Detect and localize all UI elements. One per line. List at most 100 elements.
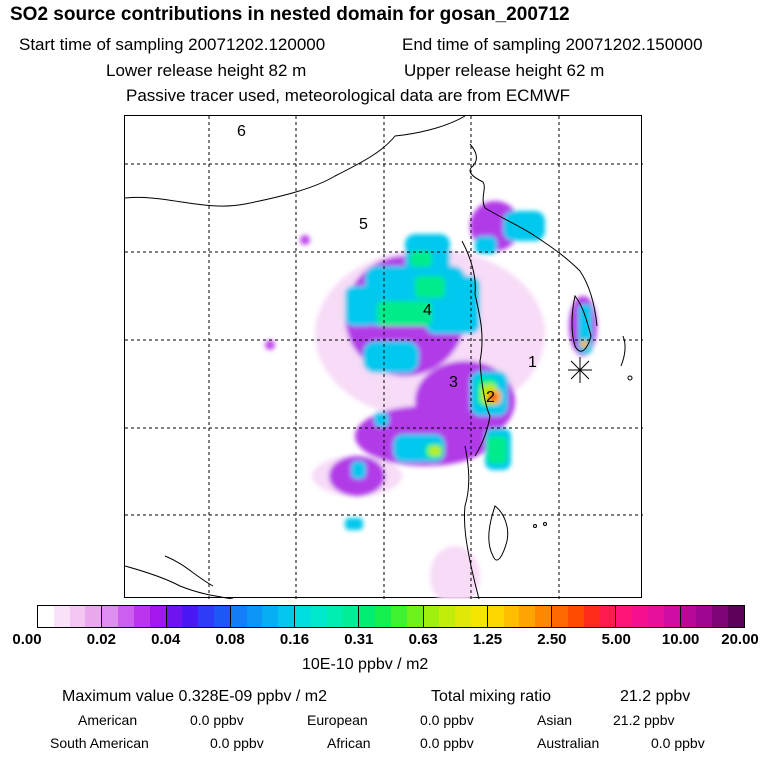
asian-label: Asian [537, 712, 573, 728]
colorbar-tick-label: 0.02 [86, 631, 116, 648]
australian-value: 0.0 ppbv [651, 735, 705, 751]
colorbar-swatch [455, 606, 472, 627]
colorbar-swatch [295, 606, 311, 627]
colorbar-swatch [648, 606, 664, 627]
colorbar-swatch [69, 606, 86, 627]
colorbar-segment [616, 606, 681, 627]
colorbar-swatch [663, 606, 680, 627]
colorbar-swatch [310, 606, 327, 627]
colorbar-swatch [632, 606, 649, 627]
colorbar-swatch [599, 606, 616, 627]
european-label: European [307, 712, 368, 728]
region-label-3: 3 [449, 374, 458, 391]
african-value: 0.0 ppbv [420, 735, 474, 751]
south-american-label: South American [50, 735, 149, 751]
australian-label: Australian [537, 735, 600, 751]
total-mixing-value: 21.2 ppbv [620, 688, 691, 705]
plot-title: SO2 source contributions in nested domai… [10, 4, 570, 25]
south-american-value: 0.0 ppbv [210, 735, 264, 751]
coastline-layer [125, 116, 633, 599]
colorbar-segment [102, 606, 167, 627]
colorbar-swatch [390, 606, 407, 627]
end-time-label: End time of sampling 20071202.150000 [402, 35, 703, 54]
colorbar-segment [680, 606, 744, 627]
colorbar-swatch [213, 606, 230, 627]
region-label-6: 6 [237, 123, 246, 140]
colorbar-tick-label: 1.25 [472, 631, 503, 648]
colorbar-swatch [246, 606, 263, 627]
plume-layer [265, 201, 597, 599]
colorbar-tick-label: 0.16 [279, 631, 310, 648]
lower-release-label: Lower release height 82 m [106, 61, 307, 80]
colorbar-swatch [471, 606, 487, 627]
colorbar-segment [38, 606, 103, 627]
receptor-asterisk-icon [568, 357, 592, 383]
colorbar-tick-label: 0.00 [12, 631, 42, 648]
colorbar-swatch [680, 606, 697, 627]
colorbar-swatch [519, 606, 536, 627]
region-label-5: 5 [359, 216, 368, 233]
info-label: Passive tracer used, meteorological data… [126, 86, 571, 105]
colorbar-swatch [53, 606, 70, 627]
colorbar-tick-label: 0.31 [344, 631, 374, 648]
map-canvas: 1 2 3 4 5 6 [125, 116, 643, 599]
colorbar-swatch [38, 606, 54, 627]
colorbar-swatch [552, 606, 568, 627]
colorbar-segment [166, 606, 231, 627]
american-value: 0.0 ppbv [190, 712, 244, 728]
colorbar-tick-label: 0.08 [215, 631, 245, 648]
african-label: African [327, 735, 371, 751]
colorbar-segment [423, 606, 488, 627]
colorbar-segment [230, 606, 296, 627]
american-label: American [78, 712, 138, 728]
colorbar [37, 605, 745, 628]
colorbar-swatch [567, 606, 584, 627]
colorbar-swatch [359, 606, 376, 627]
map-panel: 1 2 3 4 5 6 [124, 115, 643, 599]
european-value: 0.0 ppbv [420, 712, 474, 728]
colorbar-swatch [439, 606, 456, 627]
colorbar-segment [295, 606, 360, 627]
colorbar-swatch [102, 606, 119, 627]
upper-release-label: Upper release height 62 m [404, 61, 605, 80]
colorbar-swatch [423, 606, 440, 627]
region-label-4: 4 [423, 302, 432, 319]
colorbar-tick-label: 10.00 [661, 631, 700, 648]
colorbar-swatch [728, 606, 744, 627]
colorbar-swatch [696, 606, 713, 627]
colorbar-swatch [503, 606, 520, 627]
max-value-label: Maximum value 0.328E-09 ppbv / m2 [62, 688, 328, 705]
colorbar-tick-label: 0.04 [151, 631, 181, 648]
colorbar-swatch [583, 606, 600, 627]
region-label-1: 1 [528, 354, 537, 371]
colorbar-swatch [230, 606, 247, 627]
colorbar-tick-label: 5.00 [601, 631, 631, 648]
colorbar-swatch [326, 606, 343, 627]
colorbar-swatch [535, 606, 552, 627]
colorbar-swatch [278, 606, 295, 627]
colorbar-swatch [85, 606, 102, 627]
grid-layer [125, 116, 643, 599]
colorbar-swatch [133, 606, 150, 627]
colorbar-tick-label: 20.00 [721, 631, 759, 648]
colorbar-segment [487, 606, 553, 627]
start-time-label: Start time of sampling 20071202.120000 [19, 35, 326, 54]
colorbar-tick-label: 0.63 [408, 631, 438, 648]
total-mixing-label: Total mixing ratio [431, 688, 552, 705]
colorbar-swatch [149, 606, 166, 627]
colorbar-swatch [198, 606, 214, 627]
colorbar-swatch [182, 606, 199, 627]
colorbar-swatch [712, 606, 729, 627]
colorbar-swatch [616, 606, 633, 627]
colorbar-unit: 10E-10 ppbv / m2 [302, 656, 429, 673]
region-label-2: 2 [486, 389, 495, 406]
colorbar-swatch [262, 606, 279, 627]
colorbar-segment [359, 606, 424, 627]
colorbar-swatch [342, 606, 359, 627]
colorbar-segment [552, 606, 617, 627]
colorbar-swatch [487, 606, 504, 627]
asian-value: 21.2 ppbv [613, 712, 675, 728]
colorbar-tick-label: 2.50 [537, 631, 567, 648]
colorbar-swatch [375, 606, 391, 627]
colorbar-swatch [118, 606, 134, 627]
